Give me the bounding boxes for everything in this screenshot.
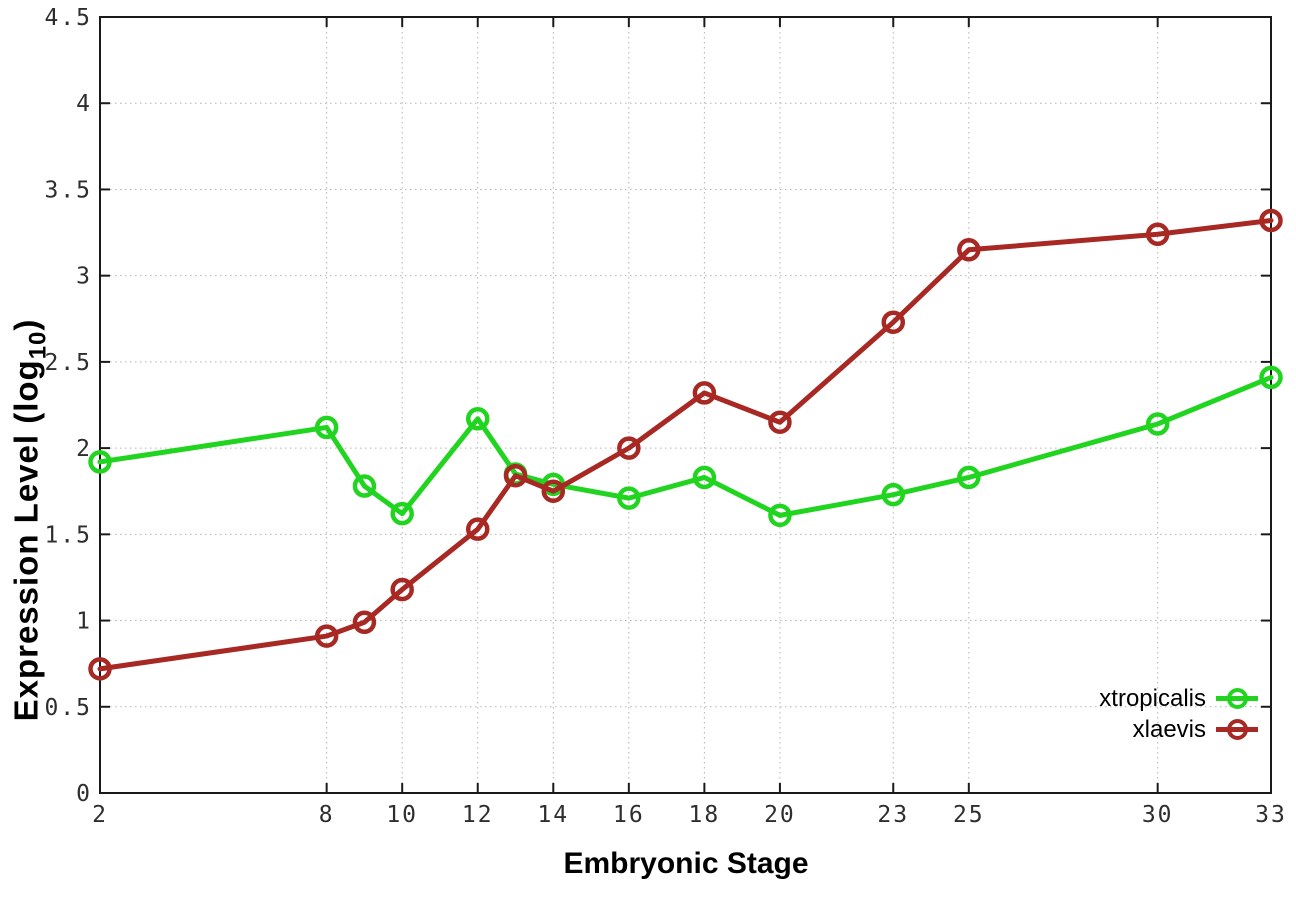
x-tick-label-33: 33 [1255,802,1287,828]
y-tick-label-4.5: 4.5 [44,5,92,31]
series-xtropicalis-markers [88,365,1283,528]
legend-circle-marker-icon [1216,687,1258,711]
data-point-xlaevis-stage-12 [465,517,490,541]
x-tick-label-20: 20 [764,802,796,828]
legend-label-xtropicalis: xtropicalis [1099,684,1206,712]
x-axis-title: Embryonic Stage [563,847,809,880]
data-point-xtropicalis-stage-12 [465,407,490,431]
x-tick-label-2: 2 [92,802,108,828]
data-point-xtropicalis-stage-23 [881,482,906,507]
data-point-xtropicalis-stage-16 [617,486,641,510]
plot-border [99,16,1272,794]
y-tick-label-0: 0 [76,781,92,807]
y-tick-label-3: 3 [76,264,92,290]
legend-item-xlaevis: xlaevis [1099,714,1258,745]
data-point-xlaevis-stage-33 [1259,208,1283,233]
axis-tick-marks [99,16,1272,794]
legend-item-xtropicalis: xtropicalis [1099,683,1258,714]
data-point-xlaevis-stage-30 [1145,222,1170,247]
y-axis-title-close: ) [7,318,45,331]
data-point-xtropicalis-stage-8 [314,415,339,440]
plot-grid [100,17,1271,793]
data-point-xlaevis-stage-10 [390,577,414,602]
data-point-xlaevis-stage-14 [541,479,566,503]
data-point-xtropicalis-stage-33 [1259,365,1283,390]
data-point-xlaevis-stage-16 [617,436,641,460]
data-point-xlaevis-stage-18 [692,381,717,405]
data-point-xtropicalis-stage-9 [352,474,377,498]
y-tick-labels: 0 0.5 1 1.5 2 2.5 3 3.5 4 4.5 [44,5,92,807]
x-tick-label-16: 16 [613,802,645,828]
data-point-xlaevis-stage-13 [503,463,528,488]
series-xlaevis-markers [88,208,1283,681]
y-axis-title: Expression Level (log10) [8,319,53,722]
x-tick-label-8: 8 [319,802,335,828]
data-point-xlaevis-stage-25 [957,238,981,262]
data-point-xtropicalis-stage-18 [692,465,717,490]
x-tick-label-25: 25 [953,802,985,828]
data-point-xtropicalis-stage-30 [1145,412,1170,436]
data-point-xtropicalis-stage-10 [390,501,414,526]
x-tick-label-14: 14 [537,802,569,828]
y-tick-label-4: 4 [76,91,92,117]
legend: xtropicalis xlaevis [1099,683,1258,745]
data-point-xlaevis-stage-8 [314,624,339,648]
data-point-xlaevis-stage-20 [768,410,792,434]
legend-label-xlaevis: xlaevis [1132,715,1206,743]
data-point-xtropicalis-stage-2 [88,450,112,474]
data-point-xtropicalis-stage-20 [768,503,792,528]
x-tick-labels: 2 8 10 12 14 16 18 20 23 25 30 33 [92,802,1287,828]
x-tick-label-23: 23 [877,802,909,828]
y-axis-title-subscript: 10 [24,330,52,360]
data-point-xlaevis-stage-23 [881,310,906,334]
y-tick-label-0.5: 0.5 [44,695,92,721]
y-tick-label-3.5: 3.5 [44,177,92,203]
x-tick-label-30: 30 [1142,802,1174,828]
data-point-xtropicalis-stage-25 [957,465,981,490]
x-tick-label-12: 12 [462,802,494,828]
data-point-xlaevis-stage-2 [88,657,112,681]
data-point-xlaevis-stage-9 [352,610,377,635]
legend-circle-marker-icon [1216,718,1258,742]
y-tick-label-1.5: 1.5 [44,522,92,548]
y-axis-title-main: Expression Level (log [7,359,45,722]
x-tick-label-10: 10 [386,802,418,828]
series-xtropicalis-line [97,374,1274,518]
y-tick-label-1: 1 [76,609,92,635]
series-xlaevis-line [97,217,1274,672]
y-tick-label-2.5: 2.5 [44,350,92,376]
x-tick-label-18: 18 [689,802,721,828]
y-tick-label-2: 2 [76,436,92,462]
